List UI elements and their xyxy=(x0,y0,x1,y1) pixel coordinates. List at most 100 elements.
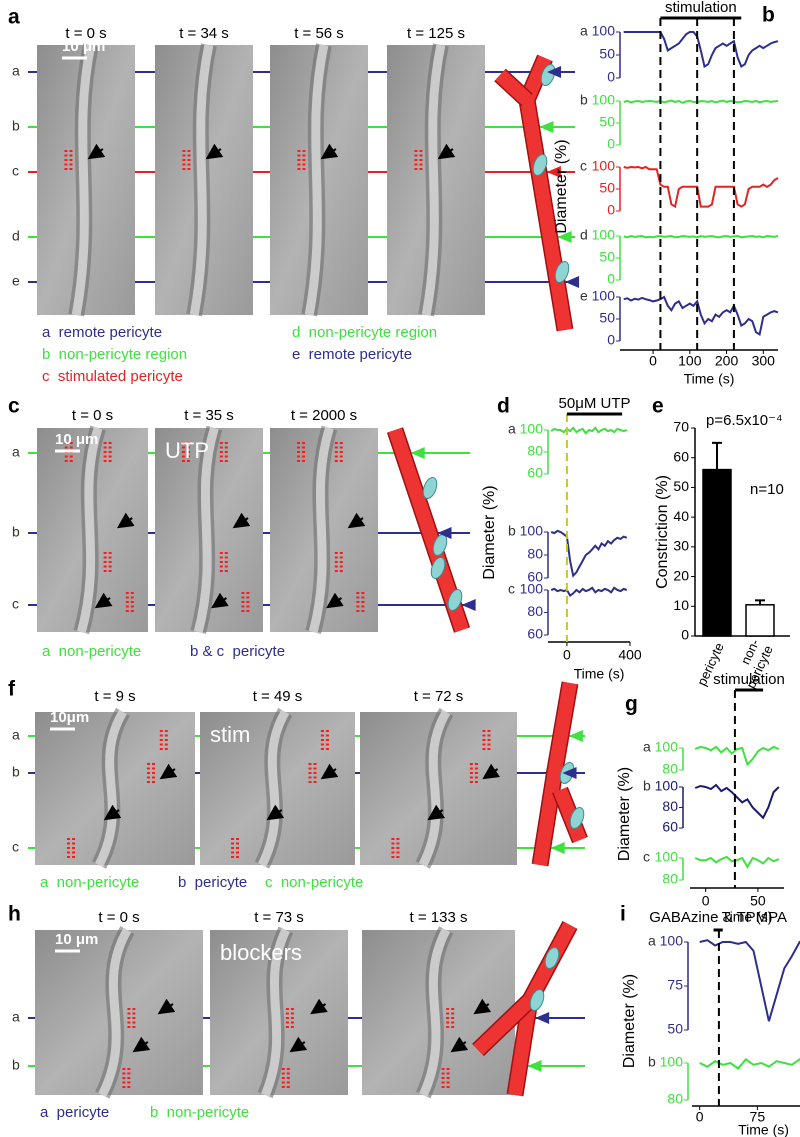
roi-dot xyxy=(451,1017,455,1019)
pointer-arrow xyxy=(347,512,366,529)
vessel xyxy=(533,681,577,867)
roi-dot xyxy=(219,451,223,453)
roi-dot xyxy=(182,154,186,157)
roi-dot xyxy=(241,610,245,612)
legend-entry: a remote pericyte xyxy=(42,324,162,341)
roi-dot xyxy=(290,1021,294,1024)
row-name: d xyxy=(580,227,588,243)
roi-dot xyxy=(451,1021,455,1024)
roi-dot xyxy=(441,1072,445,1075)
roi-dot xyxy=(224,460,228,462)
roi-dot xyxy=(108,442,112,444)
pointer-arrow xyxy=(310,998,328,1015)
roi-dot xyxy=(122,1086,126,1088)
roi-dot xyxy=(281,1068,285,1070)
y-tick-label: 60 xyxy=(673,448,689,464)
annotation: n=10 xyxy=(750,481,784,498)
roi-dot xyxy=(396,847,400,849)
roi-dot xyxy=(482,748,486,750)
roi-dot xyxy=(67,842,70,845)
roi-dot xyxy=(125,601,129,603)
scale-bar-label: 10 μm xyxy=(62,38,105,55)
roi-dot xyxy=(334,451,338,453)
pericyte-cell xyxy=(554,260,570,284)
row-label: b xyxy=(12,524,20,540)
row-arrowhead xyxy=(461,599,476,611)
roi-dot xyxy=(224,455,228,458)
frame-overlay: stim xyxy=(210,722,250,747)
roi-dot xyxy=(469,781,473,783)
roi-dot xyxy=(308,772,312,774)
roi-dot xyxy=(108,552,112,554)
roi-dot xyxy=(391,847,395,849)
roi-dot xyxy=(219,556,223,559)
roi-dot xyxy=(325,748,329,750)
x-axis-label: Time (s) xyxy=(722,909,773,925)
roi-dot xyxy=(356,592,360,594)
roi-dot xyxy=(285,1017,289,1019)
roi-dot xyxy=(152,776,155,779)
y-tick-label: 75 xyxy=(667,977,683,993)
roi-dot xyxy=(320,730,324,732)
roi-dot xyxy=(302,159,306,161)
pointer-arrow xyxy=(205,143,224,160)
y-tick-label: 60 xyxy=(527,569,543,585)
roi-dot xyxy=(446,1021,450,1024)
roi-dot xyxy=(67,851,70,854)
trace xyxy=(699,1057,800,1070)
y-tick-label: 20 xyxy=(673,567,689,583)
pointer-arrow xyxy=(103,804,122,821)
roi-dot xyxy=(313,776,317,779)
roi-dot xyxy=(441,1086,445,1088)
row-arrowhead xyxy=(410,447,425,459)
roi-dot xyxy=(103,570,107,572)
roi-dot xyxy=(391,856,395,858)
frame-time: t = 125 s xyxy=(407,25,465,42)
row-label: c xyxy=(12,163,19,179)
capillary-lumen xyxy=(193,426,219,634)
x-tick-label: 300 xyxy=(752,353,776,369)
roi-dot xyxy=(64,460,68,462)
roi-dot xyxy=(334,460,338,462)
y-tick-label: 50 xyxy=(667,1021,683,1037)
roi-dot xyxy=(414,150,418,152)
frame-time: t = 35 s xyxy=(184,407,234,424)
roi-dot xyxy=(320,739,324,741)
row-label: a xyxy=(12,63,20,79)
roi-dot xyxy=(391,842,395,845)
pericyte-cell xyxy=(532,153,548,177)
y-tick-label: 50 xyxy=(673,478,689,494)
roi-dot xyxy=(231,838,234,840)
roi-dot xyxy=(187,150,191,152)
roi-dot xyxy=(334,442,338,444)
roi-dot xyxy=(414,163,418,166)
roi-dot xyxy=(297,460,300,462)
roi-dot xyxy=(69,159,73,161)
y-tick-label: 80 xyxy=(667,1091,683,1107)
roi-dot xyxy=(132,1021,136,1024)
roi-dot xyxy=(290,1026,294,1028)
roi-dot xyxy=(236,842,239,845)
roi-dot xyxy=(64,159,68,161)
roi-dot xyxy=(313,772,317,774)
roi-dot xyxy=(446,1081,450,1084)
roi-dot xyxy=(297,168,301,170)
pointer-arrow xyxy=(289,1036,308,1053)
capillary-lumen xyxy=(77,426,103,634)
roi-dot xyxy=(325,739,329,741)
roi-dot xyxy=(187,455,190,458)
roi-dot xyxy=(122,1077,126,1079)
roi-dot xyxy=(419,168,423,170)
roi-dot xyxy=(281,1081,285,1084)
row-label: c xyxy=(12,596,19,612)
row-label: e xyxy=(12,273,20,289)
roi-dot xyxy=(339,561,343,563)
roi-dot xyxy=(297,442,300,444)
roi-dot xyxy=(130,596,134,599)
scale-bar-label: 10 μm xyxy=(55,931,98,948)
y-tick-label: 30 xyxy=(673,538,689,554)
capillary-lumen xyxy=(304,44,329,316)
roi-dot xyxy=(152,772,155,774)
roi-dot xyxy=(219,565,223,568)
pericyte-cell xyxy=(447,588,463,612)
